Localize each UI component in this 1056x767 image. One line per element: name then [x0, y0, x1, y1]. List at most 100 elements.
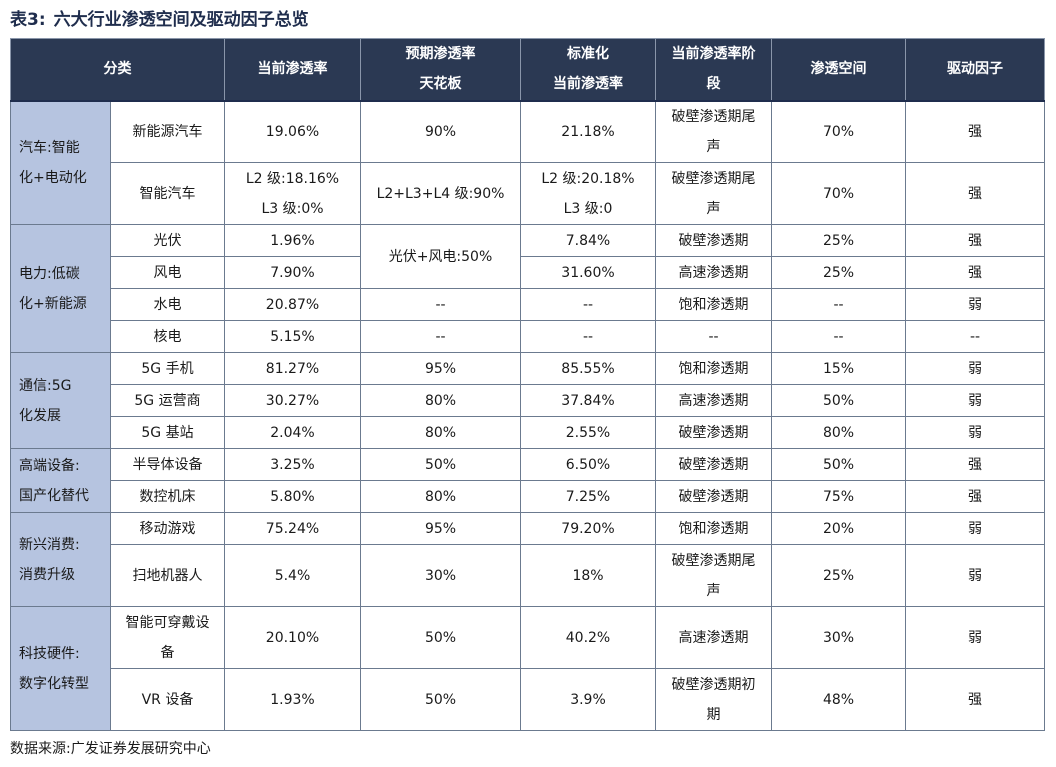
space: 80% — [771, 416, 906, 449]
current-rate: 5.80% — [224, 480, 361, 513]
category-equipment: 高端设备: 国产化替代 — [10, 448, 111, 513]
table-row: 汽车:智能 化+电动化 新能源汽车 19.06% 90% 21.18% 破壁渗透期… — [10, 100, 1045, 225]
space: -- — [771, 288, 906, 321]
standardized-rate: 37.84% — [520, 384, 656, 417]
item-name: 数控机床 — [110, 480, 225, 513]
category-power: 电力:低碳 化+新能源 — [10, 224, 111, 353]
category-telecom: 通信:5G 化发展 — [10, 352, 111, 449]
space: 48% — [771, 668, 906, 731]
standardized-rate: 7.25% — [520, 480, 656, 513]
driver: 强 — [905, 480, 1045, 513]
header-current-rate: 当前渗透率 — [224, 38, 361, 102]
table-row: 核电 5.15% -- -- -- -- -- — [11, 320, 1045, 353]
space: 75% — [771, 480, 906, 513]
current-rate: 20.10% — [224, 606, 361, 669]
ceiling-rate: 90% — [360, 100, 521, 163]
driver: 强 — [905, 162, 1045, 225]
standardized-rate: 18% — [520, 544, 656, 607]
ceiling-rate: -- — [360, 288, 521, 321]
table-row: 风电 7.90% 31.60% 高速渗透期 25% 强 — [11, 256, 1045, 289]
ceiling-rate: -- — [360, 320, 521, 353]
stage: -- — [655, 320, 772, 353]
table-row: 5G 运营商 30.27% 80% 37.84% 高速渗透期 50% 弱 — [11, 384, 1045, 417]
standardized-rate: 85.55% — [520, 352, 656, 385]
current-rate: 1.93% — [224, 668, 361, 731]
item-name: 核电 — [110, 320, 225, 353]
driver: 强 — [905, 100, 1045, 163]
standardized-rate: -- — [520, 288, 656, 321]
ceiling-rate: 80% — [360, 416, 521, 449]
space: 50% — [771, 384, 906, 417]
driver: 弱 — [905, 352, 1045, 385]
item-name: 扫地机器人 — [110, 544, 225, 607]
table-row: 通信:5G 化发展 5G 手机 81.27% 95% 85.55% 饱和渗透期 1… — [10, 352, 1045, 449]
stage: 高速渗透期 — [655, 606, 772, 669]
stage: 高速渗透期 — [655, 256, 772, 289]
current-rate: 5.4% — [224, 544, 361, 607]
current-rate: 3.25% — [224, 448, 361, 481]
item-name: 5G 基站 — [110, 416, 225, 449]
table-row: 高端设备: 国产化替代 半导体设备 3.25% 50% 6.50% 破壁渗透期 5… — [10, 448, 1045, 513]
standardized-rate: 6.50% — [520, 448, 656, 481]
current-rate: 2.04% — [224, 416, 361, 449]
ceiling-rate: 80% — [360, 384, 521, 417]
ceiling-rate: 80% — [360, 480, 521, 513]
space: 70% — [771, 162, 906, 225]
item-name: 光伏 — [110, 224, 225, 257]
category-tech-hardware: 科技硬件: 数字化转型 — [10, 606, 111, 731]
current-rate: 19.06% — [224, 100, 361, 163]
table-row: 科技硬件: 数字化转型 智能可穿戴设备 20.10% 50% 40.2% 高速渗透… — [10, 606, 1045, 731]
table-row: 智能汽车 L2 级:18.16% L3 级:0% L2+L3+L4 级:90% L… — [11, 162, 1045, 225]
current-rate: 1.96% — [224, 224, 361, 257]
space: 15% — [771, 352, 906, 385]
table-row: 新兴消费: 消费升级 移动游戏 75.24% 95% 79.20% 饱和渗透期 2… — [10, 512, 1045, 607]
penetration-table: 分类 当前渗透率 预期渗透率 天花板 标准化 当前渗透率 当前渗透率阶段 渗透空间 … — [10, 38, 1045, 731]
table-row: VR 设备 1.93% 50% 3.9% 破壁渗透期初期 48% 强 — [11, 668, 1045, 731]
space: 20% — [771, 512, 906, 545]
item-name: 新能源汽车 — [110, 100, 225, 163]
header-space: 渗透空间 — [771, 38, 906, 102]
ceiling-rate: L2+L3+L4 级:90% — [360, 162, 521, 225]
stage: 破壁渗透期 — [655, 480, 772, 513]
header-standardized: 标准化 当前渗透率 — [520, 38, 656, 102]
ceiling-rate: 50% — [360, 668, 521, 731]
driver: 弱 — [905, 606, 1045, 669]
space: 30% — [771, 606, 906, 669]
standardized-rate: 7.84% — [520, 224, 656, 257]
item-name: 智能汽车 — [110, 162, 225, 225]
table-row: 电力:低碳 化+新能源 光伏 1.96% 光伏+风电:50% 7.84% 破壁渗透… — [10, 224, 1045, 353]
item-name: VR 设备 — [110, 668, 225, 731]
current-rate: 7.90% — [224, 256, 361, 289]
standardized-rate: 2.55% — [520, 416, 656, 449]
standardized-rate: 40.2% — [520, 606, 656, 669]
space: 25% — [771, 224, 906, 257]
table-title: 表3: 六大行业渗透空间及驱动因子总览 — [10, 6, 309, 34]
driver: 强 — [905, 668, 1045, 731]
current-rate: 75.24% — [224, 512, 361, 545]
standardized-rate: 79.20% — [520, 512, 656, 545]
current-rate: 20.87% — [224, 288, 361, 321]
driver: 强 — [905, 224, 1045, 257]
header-driver: 驱动因子 — [905, 38, 1045, 102]
stage: 破壁渗透期尾声 — [655, 544, 772, 607]
standardized-rate: 31.60% — [520, 256, 656, 289]
item-name: 风电 — [110, 256, 225, 289]
stage: 破壁渗透期尾声 — [655, 100, 772, 163]
driver: 强 — [905, 448, 1045, 481]
stage: 饱和渗透期 — [655, 288, 772, 321]
space: 25% — [771, 256, 906, 289]
stage: 破壁渗透期尾声 — [655, 162, 772, 225]
driver: 弱 — [905, 288, 1045, 321]
stage: 饱和渗透期 — [655, 512, 772, 545]
driver: 弱 — [905, 416, 1045, 449]
header-row: 分类 当前渗透率 预期渗透率 天花板 标准化 当前渗透率 当前渗透率阶段 渗透空间 … — [10, 38, 1045, 102]
stage: 破壁渗透期 — [655, 416, 772, 449]
ceiling-rate: 光伏+风电:50% — [360, 224, 521, 289]
source-note: 数据来源:广发证券发展研究中心 — [10, 741, 211, 757]
standardized-rate: 21.18% — [520, 100, 656, 163]
header-category: 分类 — [10, 38, 225, 102]
ceiling-rate: 50% — [360, 448, 521, 481]
current-rate: 30.27% — [224, 384, 361, 417]
table-row: 扫地机器人 5.4% 30% 18% 破壁渗透期尾声 25% 弱 — [11, 544, 1045, 607]
space: 50% — [771, 448, 906, 481]
